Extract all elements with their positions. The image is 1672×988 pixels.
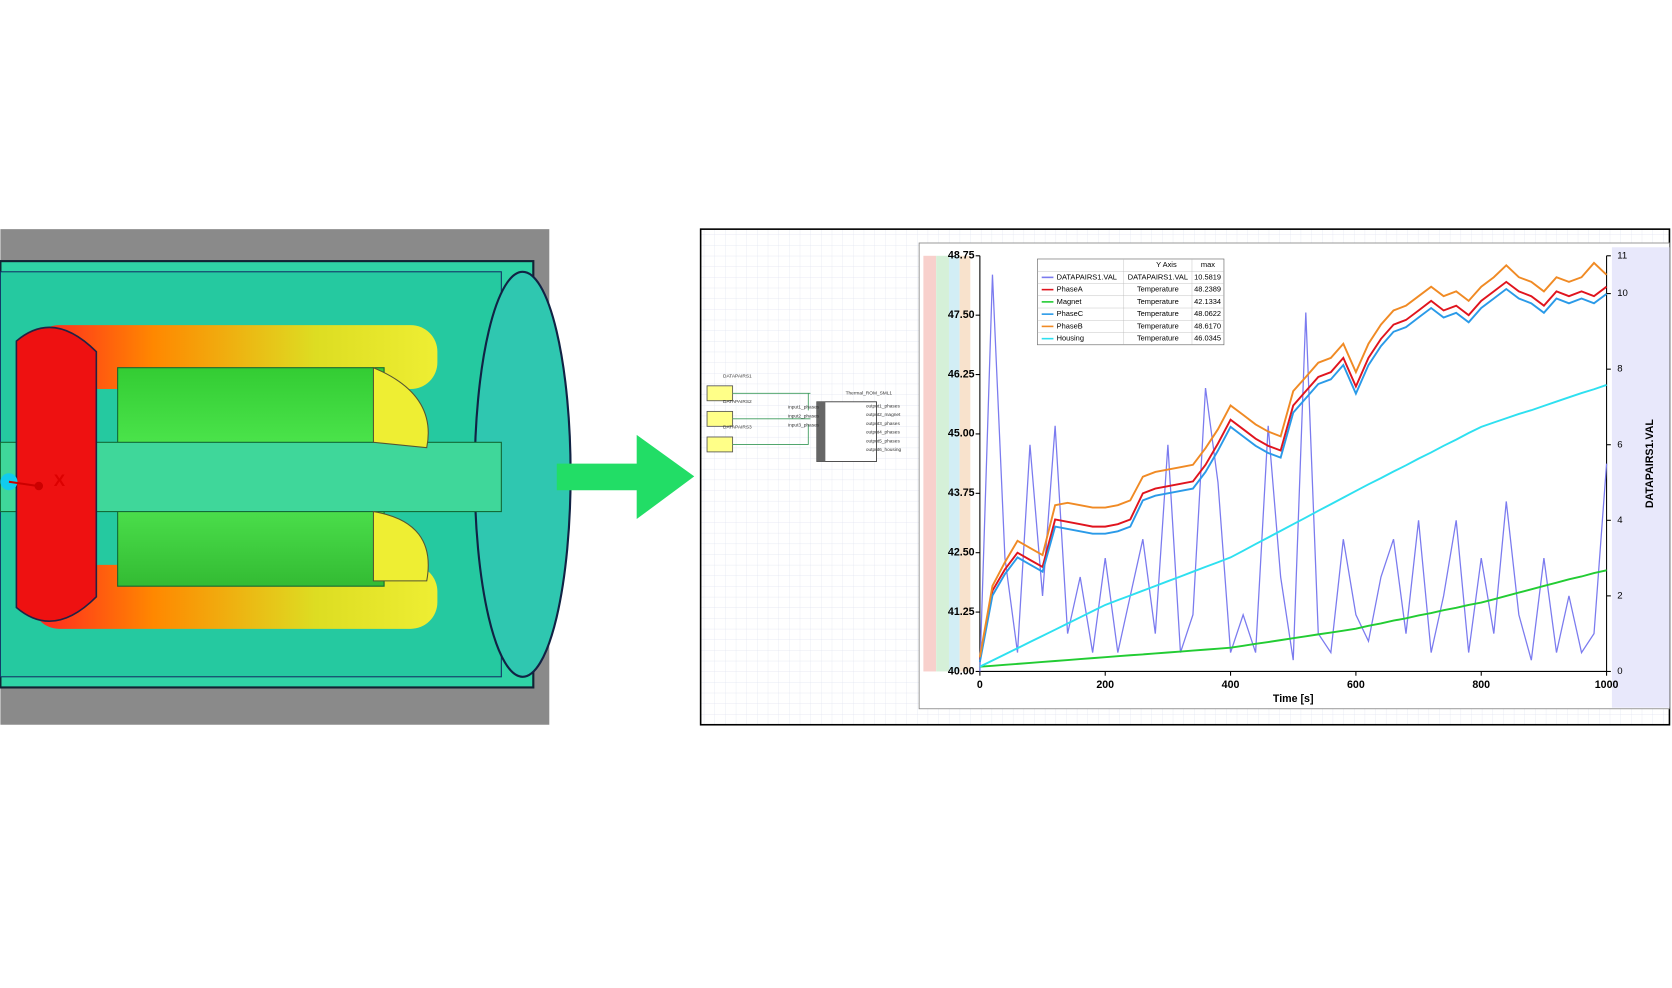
legend-max: 42.1334 [1194, 297, 1221, 306]
legend-label: Magnet [1057, 297, 1083, 306]
legend-label: PhaseB [1057, 321, 1083, 330]
legend: Y Axis max DATAPAIRS1.VAL DATAPAIRS1.VAL 10.… [1037, 258, 1225, 346]
y2-tick-label: 0 [1617, 666, 1622, 677]
legend-label: Housing [1057, 334, 1084, 343]
series-line [978, 287, 1608, 663]
legend-max: 10.5819 [1194, 272, 1221, 281]
series-line [978, 280, 1608, 660]
legend-label: PhaseA [1057, 285, 1083, 294]
series-line [979, 274, 1608, 672]
output-label: output1_phases [866, 403, 901, 409]
y-tick-label: 46.25 [948, 368, 975, 380]
source-label: DATAPAIRS3 [723, 425, 752, 431]
source-label: DATAPAIRS1 [723, 373, 752, 379]
legend-max: 48.6170 [1194, 321, 1221, 330]
x-tick-label: 800 [1472, 679, 1490, 691]
legend-axis: Temperature [1137, 297, 1179, 306]
legend-max: 48.0622 [1194, 309, 1221, 318]
output-label: output6_housing [866, 447, 902, 453]
x-tick-label: 600 [1347, 679, 1365, 691]
legend-axis: Temperature [1137, 285, 1179, 294]
x-tick-label: 1000 [1595, 679, 1619, 691]
legend-box [1037, 258, 1225, 346]
x-tick-label: 0 [977, 679, 983, 691]
legend-max: 48.2389 [1194, 285, 1221, 294]
y2-tick-label: 4 [1617, 515, 1623, 526]
input-label: input2_phases [788, 413, 820, 419]
y2-tick-label: 2 [1617, 590, 1622, 601]
input-label: input3_phases [788, 423, 820, 429]
x-tick-label: 400 [1222, 679, 1240, 691]
legend-header: max [1201, 260, 1215, 269]
legend-axis: Temperature [1137, 309, 1179, 318]
motor-render: X [0, 229, 572, 725]
legend-label: DATAPAIRS1.VAL [1057, 272, 1117, 281]
output-label: output5_phases [866, 438, 901, 444]
legend-max: 46.0345 [1194, 334, 1221, 343]
y-tick-label: 42.50 [948, 547, 975, 559]
block-label: Thermal_ROM_SML1 [846, 391, 893, 397]
y-tick-label: 43.75 [948, 487, 975, 499]
series-line [978, 261, 1608, 658]
series-line [979, 384, 1607, 668]
y-tick-label: 41.25 [948, 606, 975, 618]
x-axis-label: Time [s] [1273, 693, 1314, 705]
legend-label: PhaseC [1057, 309, 1084, 318]
y-tick-label: 47.50 [948, 309, 975, 321]
legend-axis: Temperature [1137, 334, 1179, 343]
legend-axis: DATAPAIRS1.VAL [1128, 272, 1188, 281]
source-label: DATAPAIRS2 [723, 399, 752, 405]
y2-tick-label: 6 [1617, 439, 1622, 450]
legend-header: Y Axis [1156, 260, 1177, 269]
y2-axis-label: DATAPAIRS1.VAL [1644, 419, 1656, 509]
x-tick-label: 200 [1096, 679, 1114, 691]
legend-axis: Temperature [1137, 321, 1179, 330]
schematic [706, 385, 877, 462]
svg-text:X: X [54, 471, 66, 490]
input-label: input1_phases [788, 404, 820, 410]
output-label: output2_magnet [866, 412, 901, 418]
y2-tick-label: 8 [1617, 364, 1622, 375]
y-tick-label: 45.00 [948, 428, 975, 440]
output-label: output3_phases [866, 421, 901, 427]
series-line [979, 569, 1607, 668]
y2-tick-label: 10 [1617, 288, 1628, 299]
arrow [556, 434, 695, 520]
output-label: output4_phases [866, 430, 901, 436]
y-tick-label: 48.75 [948, 250, 975, 262]
y2-tick-label: 11 [1617, 250, 1627, 261]
y-tick-label: 40.00 [948, 665, 975, 677]
